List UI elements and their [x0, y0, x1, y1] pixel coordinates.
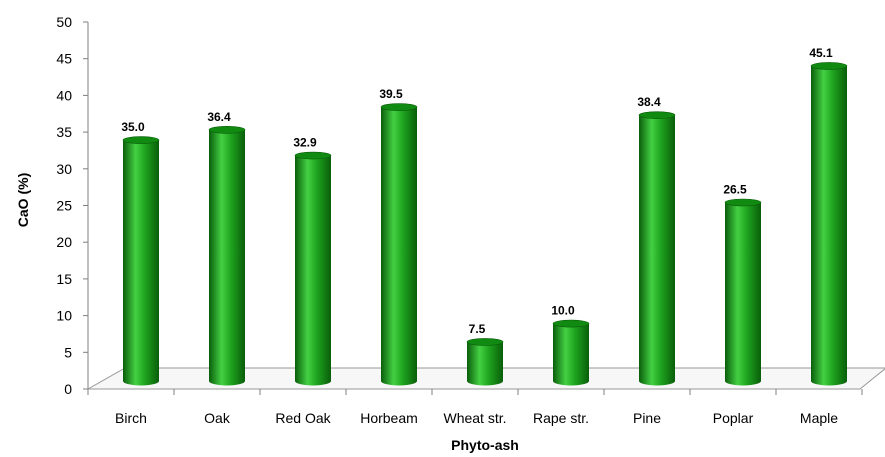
x-category-label: Red Oak: [275, 410, 331, 426]
bar-base: [123, 376, 159, 386]
data-label: 7.5: [469, 322, 486, 336]
bar-base: [553, 376, 589, 386]
bar-body: [381, 107, 417, 381]
x-category-label: Birch: [115, 410, 147, 426]
y-tick-label: 20: [56, 234, 72, 250]
y-axis-ticks: 0 5 10 15 20 25 30 35 40 45 50: [56, 14, 88, 397]
y-tick-label: 45: [56, 51, 72, 67]
data-label: 32.9: [293, 136, 317, 150]
y-tick-label: 0: [64, 381, 72, 397]
bar-base: [811, 376, 847, 386]
bar-base: [381, 376, 417, 386]
bar: [638, 111, 676, 386]
bar: [466, 338, 504, 386]
bar: [552, 319, 590, 386]
y-tick-label: 5: [64, 344, 72, 360]
bar-base: [209, 376, 245, 386]
x-category-label: Poplar: [713, 410, 754, 426]
bar: [122, 136, 160, 386]
y-tick-label: 50: [56, 14, 72, 30]
bar-base: [725, 376, 761, 386]
bar-body: [725, 202, 761, 381]
x-category-label: Pine: [633, 410, 661, 426]
x-axis-categories: Birch Oak Red Oak Horbeam Wheat str. Rape str…: [87, 389, 863, 426]
bar-top: [724, 198, 762, 207]
bar-top: [380, 103, 418, 111]
y-tick-label: 10: [56, 308, 72, 324]
bars: [122, 62, 848, 386]
bar: [208, 126, 246, 386]
x-category-label: Wheat str.: [443, 410, 506, 426]
bar-top: [810, 62, 848, 70]
y-tick-label: 30: [56, 161, 72, 177]
bar-top: [122, 136, 160, 144]
bar-body: [553, 323, 589, 381]
bar-top: [552, 319, 590, 328]
bar-top: [294, 151, 332, 160]
bar-top: [466, 338, 504, 346]
x-category-label: Horbeam: [360, 410, 418, 426]
y-tick-label: 40: [56, 87, 72, 103]
bar-body: [123, 140, 159, 381]
y-tick-label: 35: [56, 124, 72, 140]
x-category-label: Oak: [204, 410, 231, 426]
bar-base: [467, 376, 503, 386]
bar-body: [639, 115, 675, 382]
x-category-label: Rape str.: [533, 410, 589, 426]
y-tick-label: 15: [56, 271, 72, 287]
x-axis-title: Phyto-ash: [451, 437, 519, 453]
y-axis-title: CaO (%): [15, 173, 31, 227]
bar: [380, 103, 418, 386]
bar: [294, 151, 332, 386]
data-labels: 35.0 36.4 32.9 39.5 7.5 10.0 38.4 26.5 45.1: [121, 46, 833, 336]
bar: [810, 62, 848, 386]
bar-top: [208, 126, 246, 134]
bar-body: [467, 341, 503, 381]
data-label: 45.1: [809, 46, 833, 60]
bar: [724, 198, 762, 386]
y-tick-label: 25: [56, 198, 72, 214]
data-label: 36.4: [207, 110, 231, 124]
bar-body: [209, 129, 245, 381]
axes: [86, 22, 885, 390]
x-category-label: Maple: [800, 410, 838, 426]
data-label: 35.0: [121, 120, 145, 134]
data-label: 10.0: [551, 304, 575, 318]
data-label: 38.4: [637, 95, 661, 109]
bar-body: [295, 155, 331, 381]
data-label: 26.5: [723, 182, 747, 196]
bar-base: [639, 376, 675, 386]
bar-body: [811, 65, 847, 381]
data-label: 39.5: [379, 87, 403, 101]
bar-top: [638, 111, 676, 119]
bar-base: [295, 376, 331, 386]
